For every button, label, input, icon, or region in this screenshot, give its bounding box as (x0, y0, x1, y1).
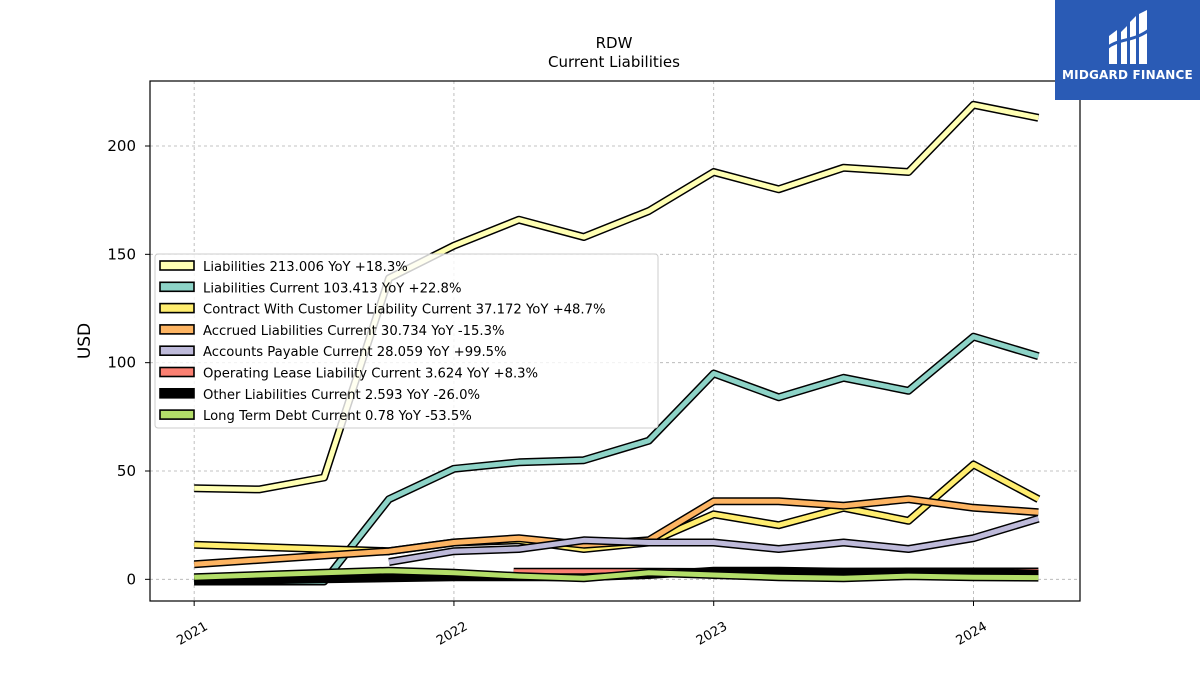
series-line (194, 102, 1039, 492)
chart-subtitle: Current Liabilities (548, 53, 680, 71)
y-axis-ticks: 0 50 100 150 200 (107, 137, 150, 588)
series-line (194, 568, 1039, 581)
legend-label: Accrued Liabilities Current 30.734 YoY -… (203, 324, 505, 339)
x-axis-ticks: 2021 2022 2023 2024 (174, 601, 990, 649)
series-2 (194, 332, 1040, 586)
series-8 (194, 566, 1039, 583)
series-line (194, 568, 1039, 584)
series-line (194, 334, 1040, 584)
y-tick-label: 150 (107, 245, 136, 263)
legend-label: Accounts Payable Current 28.059 YoY +99.… (203, 345, 507, 360)
y-tick-label: 0 (126, 570, 136, 588)
y-tick-label: 100 (107, 354, 136, 372)
plot-frame (149, 80, 1081, 602)
legend-swatch (159, 302, 195, 314)
series-5 (388, 514, 1040, 566)
midgard-finance-logo: MIDGARD FINANCE (1055, 0, 1200, 100)
series-line (388, 516, 1040, 565)
legend-label: Liabilities Current 103.413 YoY +22.8% (203, 281, 461, 296)
legend-swatch (159, 387, 195, 399)
legend-label: Long Term Debt Current 0.78 YoY -53.5% (203, 409, 472, 424)
series-lines (193, 100, 1041, 586)
legend-swatch (159, 281, 195, 293)
series-7 (194, 566, 1039, 586)
x-tick-label: 2021 (174, 619, 210, 649)
series-line (194, 496, 1039, 567)
chart-title: RDW (596, 34, 633, 52)
legend-label: Liabilities 213.006 YoY +18.3% (203, 260, 408, 275)
legend: Liabilities 213.006 YoY +18.3% Liabilitie… (154, 253, 659, 429)
legend-swatch (159, 366, 195, 378)
legend-label: Other Liabilities Current 2.593 YoY -26.… (203, 388, 480, 403)
x-tick-label: 2022 (434, 619, 470, 649)
y-axis-label: USD (75, 323, 95, 359)
legend-swatch (159, 345, 195, 357)
logo-text: MIDGARD FINANCE (1062, 68, 1193, 82)
legend-label: Operating Lease Liability Current 3.624 … (203, 367, 538, 382)
legend-swatch (159, 260, 195, 271)
legend-label: Contract With Customer Liability Current… (203, 303, 606, 318)
series-4 (193, 495, 1039, 569)
y-tick-label: 50 (117, 462, 136, 480)
x-tick-label: 2023 (694, 619, 730, 649)
logo-mark-icon (1106, 10, 1150, 64)
legend-swatch (159, 324, 195, 335)
y-tick-label: 200 (107, 137, 136, 155)
series-1 (194, 100, 1040, 494)
x-tick-label: 2024 (954, 619, 990, 649)
legend-swatch (159, 409, 195, 420)
legend-box (154, 253, 659, 429)
